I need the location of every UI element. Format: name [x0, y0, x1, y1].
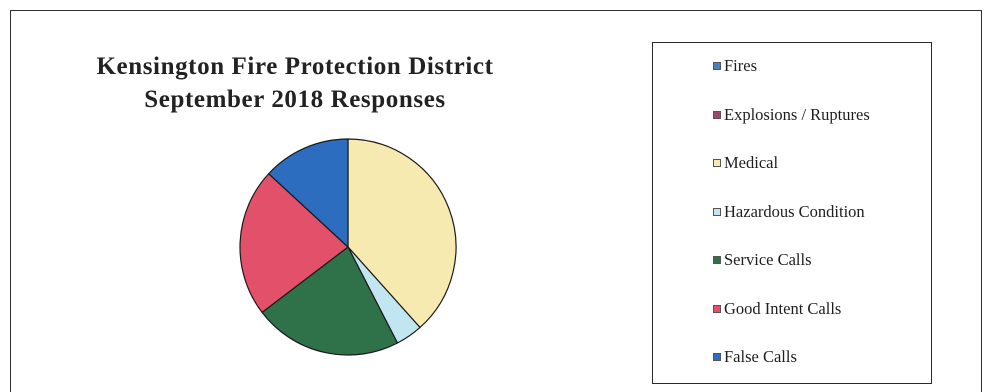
- legend-item-false-calls: False Calls: [713, 347, 797, 367]
- legend-item-explosions-ruptures: Explosions / Ruptures: [713, 105, 870, 125]
- chart-title-line-2: September 2018 Responses: [144, 86, 446, 113]
- legend-label-fires: Fires: [724, 56, 757, 75]
- pie-chart: [239, 138, 457, 356]
- legend-label-hazardous-condition: Hazardous Condition: [724, 201, 865, 221]
- legend-label-service-calls: Service Calls: [724, 250, 812, 269]
- legend-swatch-service-calls: [713, 256, 721, 264]
- pie-slice-service-calls: [261, 246, 399, 356]
- legend-swatch-explosions-ruptures: [713, 110, 721, 119]
- legend-swatch-fires: [713, 62, 721, 70]
- legend-swatch-hazardous-condition: [713, 207, 721, 216]
- legend-swatch-good-intent-calls: [713, 304, 721, 313]
- legend-item-fires: Fires: [713, 56, 757, 76]
- legend-item-hazardous-condition: Hazardous Condition: [713, 202, 865, 222]
- chart-title: Kensington Fire Protection District Sept…: [30, 50, 560, 116]
- legend-item-service-calls: Service Calls: [713, 250, 812, 270]
- legend-swatch-false-calls: [713, 353, 721, 361]
- legend-label-good-intent-calls: Good Intent Calls: [724, 298, 842, 318]
- legend-label-explosions-ruptures: Explosions / Ruptures: [724, 104, 870, 124]
- pie-slice-good-intent-calls: [239, 172, 349, 314]
- legend: Fires Explosions / Ruptures Medical Hazardo…: [652, 42, 932, 384]
- legend-label-false-calls: False Calls: [724, 347, 797, 366]
- legend-item-medical: Medical: [713, 153, 778, 173]
- chart-title-line-1: Kensington Fire Protection District: [96, 53, 494, 80]
- legend-label-medical: Medical: [724, 153, 779, 172]
- pie-slice-false-calls: [267, 138, 349, 249]
- legend-item-good-intent-calls: Good Intent Calls: [713, 299, 841, 319]
- legend-swatch-medical: [713, 159, 721, 167]
- pie-slice-medical: [347, 138, 457, 329]
